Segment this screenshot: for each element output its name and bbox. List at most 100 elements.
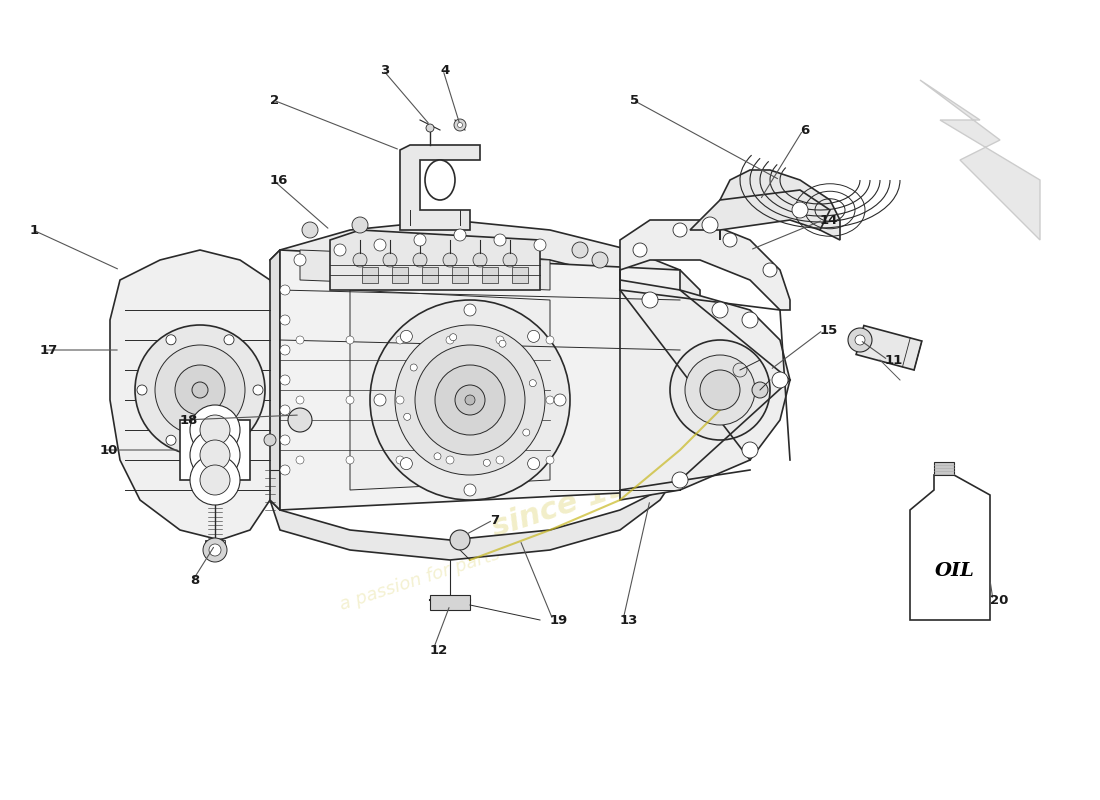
Circle shape bbox=[400, 330, 412, 342]
Circle shape bbox=[426, 124, 434, 132]
Circle shape bbox=[499, 340, 506, 347]
Circle shape bbox=[200, 440, 230, 470]
Circle shape bbox=[400, 458, 412, 470]
Circle shape bbox=[752, 382, 768, 398]
Circle shape bbox=[454, 229, 466, 241]
Circle shape bbox=[458, 122, 462, 127]
Text: 20: 20 bbox=[990, 594, 1009, 606]
Circle shape bbox=[200, 415, 230, 445]
Circle shape bbox=[855, 335, 865, 345]
Circle shape bbox=[288, 408, 312, 432]
Circle shape bbox=[446, 396, 454, 404]
Circle shape bbox=[546, 396, 554, 404]
Polygon shape bbox=[620, 280, 790, 500]
Circle shape bbox=[374, 394, 386, 406]
Circle shape bbox=[175, 365, 226, 415]
Circle shape bbox=[410, 364, 417, 371]
Circle shape bbox=[464, 484, 476, 496]
Circle shape bbox=[396, 456, 404, 464]
Circle shape bbox=[346, 396, 354, 404]
Circle shape bbox=[415, 345, 525, 455]
Text: 8: 8 bbox=[190, 574, 199, 586]
Circle shape bbox=[370, 300, 570, 500]
Circle shape bbox=[494, 234, 506, 246]
Circle shape bbox=[280, 285, 290, 295]
Polygon shape bbox=[280, 250, 680, 510]
Text: 16: 16 bbox=[270, 174, 288, 186]
Text: 4: 4 bbox=[440, 63, 449, 77]
Circle shape bbox=[296, 396, 304, 404]
Text: OIL: OIL bbox=[935, 562, 975, 579]
Circle shape bbox=[280, 315, 290, 325]
Circle shape bbox=[733, 363, 747, 377]
Circle shape bbox=[572, 242, 588, 258]
Circle shape bbox=[742, 442, 758, 458]
Circle shape bbox=[772, 372, 788, 388]
Circle shape bbox=[642, 292, 658, 308]
Circle shape bbox=[280, 345, 290, 355]
Circle shape bbox=[792, 202, 808, 218]
Circle shape bbox=[414, 234, 426, 246]
Circle shape bbox=[454, 119, 466, 131]
Text: 7: 7 bbox=[490, 514, 499, 526]
Text: eurospares: eurospares bbox=[309, 283, 730, 477]
Polygon shape bbox=[270, 250, 280, 510]
Circle shape bbox=[395, 325, 544, 475]
Circle shape bbox=[546, 456, 554, 464]
Circle shape bbox=[528, 330, 540, 342]
Text: 6: 6 bbox=[800, 123, 810, 137]
Circle shape bbox=[529, 380, 537, 386]
Circle shape bbox=[464, 304, 476, 316]
Ellipse shape bbox=[425, 160, 455, 200]
Circle shape bbox=[346, 456, 354, 464]
Circle shape bbox=[670, 340, 770, 440]
Polygon shape bbox=[690, 190, 830, 230]
Circle shape bbox=[702, 217, 718, 233]
Text: 14: 14 bbox=[820, 214, 838, 226]
Text: a passion for parts: a passion for parts bbox=[338, 546, 503, 614]
Polygon shape bbox=[205, 540, 225, 545]
Circle shape bbox=[396, 336, 404, 344]
Polygon shape bbox=[920, 80, 1040, 240]
Circle shape bbox=[712, 302, 728, 318]
Circle shape bbox=[190, 455, 240, 505]
Circle shape bbox=[554, 394, 566, 406]
Circle shape bbox=[434, 365, 505, 435]
Polygon shape bbox=[430, 595, 470, 610]
Polygon shape bbox=[330, 230, 540, 290]
Text: 15: 15 bbox=[820, 323, 838, 337]
Polygon shape bbox=[270, 470, 680, 560]
Circle shape bbox=[296, 336, 304, 344]
Circle shape bbox=[166, 334, 176, 345]
Circle shape bbox=[200, 465, 230, 495]
Polygon shape bbox=[620, 220, 790, 310]
Circle shape bbox=[155, 345, 245, 435]
Circle shape bbox=[352, 217, 368, 233]
Circle shape bbox=[434, 453, 441, 460]
Polygon shape bbox=[720, 170, 840, 240]
Circle shape bbox=[723, 233, 737, 247]
Circle shape bbox=[496, 456, 504, 464]
Circle shape bbox=[264, 434, 276, 446]
Circle shape bbox=[700, 370, 740, 410]
Circle shape bbox=[496, 336, 504, 344]
Circle shape bbox=[280, 405, 290, 415]
Circle shape bbox=[190, 405, 240, 455]
Circle shape bbox=[450, 334, 456, 341]
Circle shape bbox=[192, 382, 208, 398]
Circle shape bbox=[632, 243, 647, 257]
Circle shape bbox=[138, 385, 147, 395]
Circle shape bbox=[522, 429, 530, 436]
Circle shape bbox=[383, 253, 397, 267]
Polygon shape bbox=[180, 420, 250, 480]
Circle shape bbox=[450, 530, 470, 550]
Circle shape bbox=[742, 312, 758, 328]
Circle shape bbox=[166, 435, 176, 446]
Circle shape bbox=[294, 254, 306, 266]
Polygon shape bbox=[270, 220, 700, 320]
Circle shape bbox=[412, 253, 427, 267]
Circle shape bbox=[135, 325, 265, 455]
Polygon shape bbox=[300, 250, 550, 290]
Text: 5: 5 bbox=[630, 94, 639, 106]
Text: 10: 10 bbox=[100, 443, 119, 457]
